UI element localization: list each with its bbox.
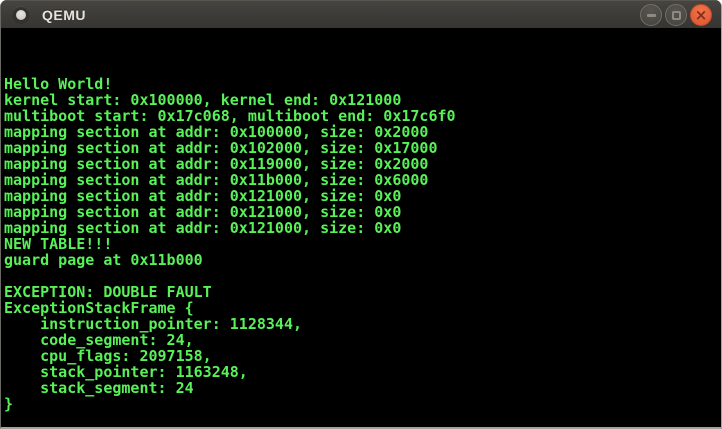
- close-icon: ×: [694, 5, 708, 24]
- maximize-button[interactable]: [665, 4, 687, 26]
- minimize-icon: [646, 13, 656, 17]
- terminal-line: code_segment: 24,: [4, 331, 194, 349]
- terminal-line: EXCEPTION: DOUBLE FAULT: [4, 283, 212, 301]
- terminal-line: mapping section at addr: 0x100000, size:…: [4, 123, 429, 141]
- terminal-line: kernel start: 0x100000, kernel end: 0x12…: [4, 91, 402, 109]
- terminal-line: cpu_flags: 2097158,: [4, 347, 212, 365]
- terminal-line: multiboot start: 0x17c068, multiboot end…: [4, 107, 456, 125]
- terminal-line: stack_pointer: 1163248,: [4, 363, 248, 381]
- terminal-line: Hello World!: [4, 75, 113, 93]
- terminal-line: [4, 60, 721, 76]
- terminal-line: ExceptionStackFrame {: [4, 299, 194, 317]
- terminal-line: instruction_pointer: 1128344,: [4, 315, 303, 333]
- terminal-line: guard page at 0x11b000: [4, 251, 203, 269]
- terminal-line: mapping section at addr: 0x102000, size:…: [4, 139, 438, 157]
- terminal-line: [4, 44, 721, 60]
- terminal-line: mapping section at addr: 0x119000, size:…: [4, 155, 429, 173]
- terminal-line: [4, 268, 721, 284]
- terminal-line: mapping section at addr: 0x11b000, size:…: [4, 171, 429, 189]
- terminal-line: mapping section at addr: 0x121000, size:…: [4, 187, 402, 205]
- titlebar[interactable]: QEMU ×: [1, 0, 721, 28]
- maximize-icon: [671, 10, 681, 20]
- terminal-line: stack_segment: 24: [4, 379, 194, 397]
- terminal-line: mapping section at addr: 0x121000, size:…: [4, 219, 402, 237]
- close-button[interactable]: ×: [690, 4, 712, 26]
- terminal-line: [4, 28, 721, 44]
- window-title: QEMU: [42, 6, 86, 23]
- terminal-line: [4, 412, 721, 426]
- window-controls: ×: [640, 4, 712, 26]
- terminal-line: NEW TABLE!!!: [4, 235, 113, 253]
- terminal-display[interactable]: Hello World! kernel start: 0x100000, kern…: [1, 28, 721, 426]
- qemu-app-icon: [12, 5, 30, 24]
- terminal-line: }: [4, 395, 14, 413]
- minimize-button[interactable]: [640, 4, 662, 26]
- terminal-line: mapping section at addr: 0x121000, size:…: [4, 203, 402, 221]
